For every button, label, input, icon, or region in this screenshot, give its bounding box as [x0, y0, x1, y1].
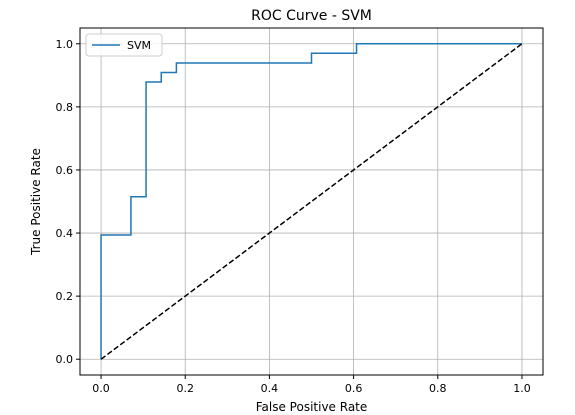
y-axis-label: True Positive Rate: [29, 148, 43, 256]
diagonal-reference-line: [100, 43, 523, 360]
y-tick-label: 1.0: [56, 38, 74, 51]
y-tick-label: 0.6: [56, 164, 74, 177]
chart-title: ROC Curve - SVM: [251, 8, 372, 24]
x-tick-label: 0.8: [429, 382, 447, 395]
y-axis-ticks: 0.0 0.2 0.4 0.6 0.8 1.0: [56, 38, 80, 366]
x-tick-label: 0.6: [345, 382, 363, 395]
y-tick-label: 0.2: [56, 290, 74, 303]
x-tick-label: 0.2: [176, 382, 194, 395]
y-tick-label: 0.4: [56, 227, 74, 240]
plot-frame: [79, 27, 544, 376]
x-tick-label: 0.4: [261, 382, 279, 395]
legend-box: [85, 33, 163, 57]
legend: SVM: [85, 33, 163, 57]
x-tick-label: 0.0: [92, 382, 110, 395]
series-line-svm: [100, 43, 522, 360]
x-axis-label: False Positive Rate: [256, 400, 368, 414]
x-tick-label: 1.0: [513, 382, 531, 395]
y-tick-label: 0.8: [56, 101, 74, 114]
legend-label-svm: SVM: [127, 39, 151, 52]
y-tick-label: 0.0: [56, 353, 74, 366]
series-layer: [100, 43, 523, 360]
x-axis-ticks: 0.0 0.2 0.4 0.6 0.8 1.0: [92, 375, 531, 395]
